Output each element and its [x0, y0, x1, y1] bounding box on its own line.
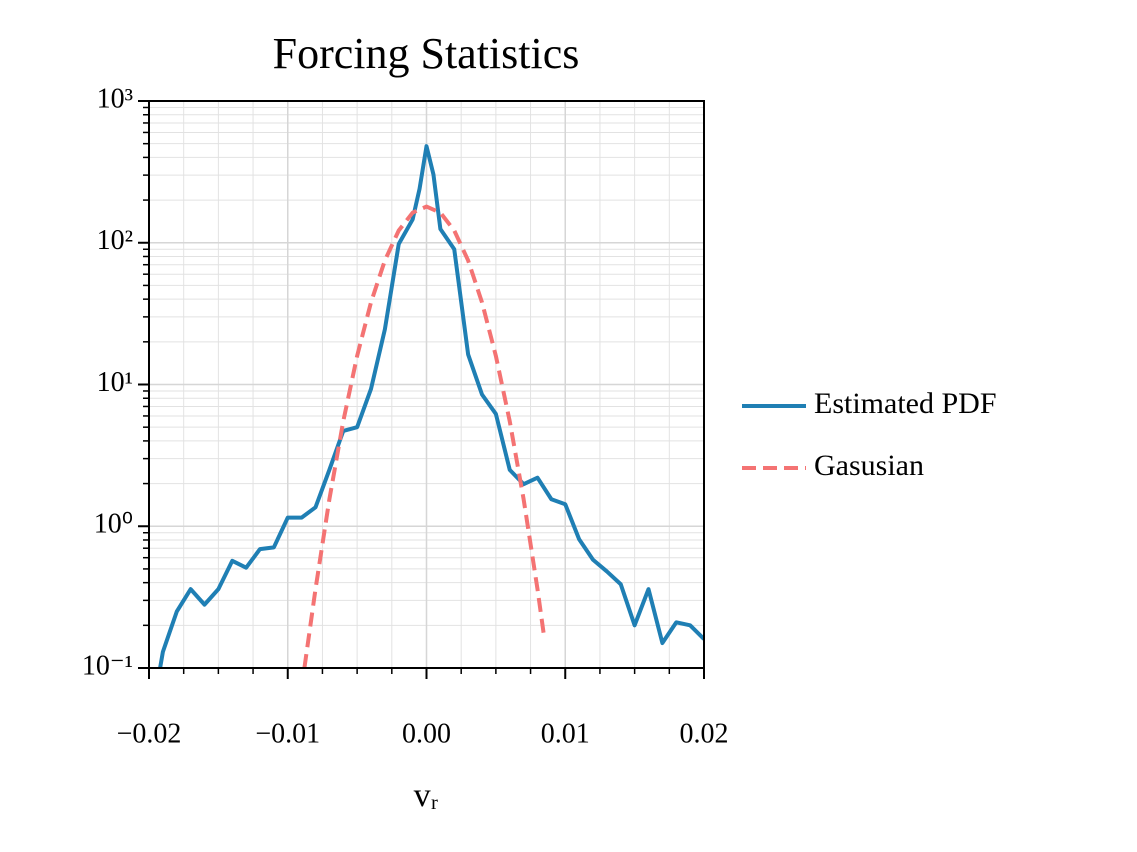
series-line: [158, 144, 704, 668]
x-axis-label: vᵣ: [414, 777, 439, 814]
x-tick-label: 0.00: [402, 718, 451, 749]
y-tick-label: 10²: [97, 225, 133, 256]
plot-lines: [158, 144, 704, 668]
x-tick-label: −0.01: [255, 718, 320, 749]
y-tick-label: 10⁰: [94, 509, 133, 540]
y-tick-label: 10³: [97, 83, 133, 114]
series-line: [302, 204, 547, 668]
x-tick-label: −0.02: [117, 718, 182, 749]
y-tick-label: 10¹: [97, 367, 133, 398]
grid: [148, 100, 705, 669]
legend-label: Gasusian: [814, 449, 924, 482]
x-tick-label: 0.01: [541, 718, 590, 749]
plot-frame: [148, 100, 705, 669]
y-tick-label: 10⁻¹: [82, 650, 133, 681]
x-tick-label: 0.02: [680, 718, 729, 749]
legend-label: Estimated PDF: [814, 387, 997, 420]
chart-title: Forcing Statistics: [273, 29, 580, 78]
